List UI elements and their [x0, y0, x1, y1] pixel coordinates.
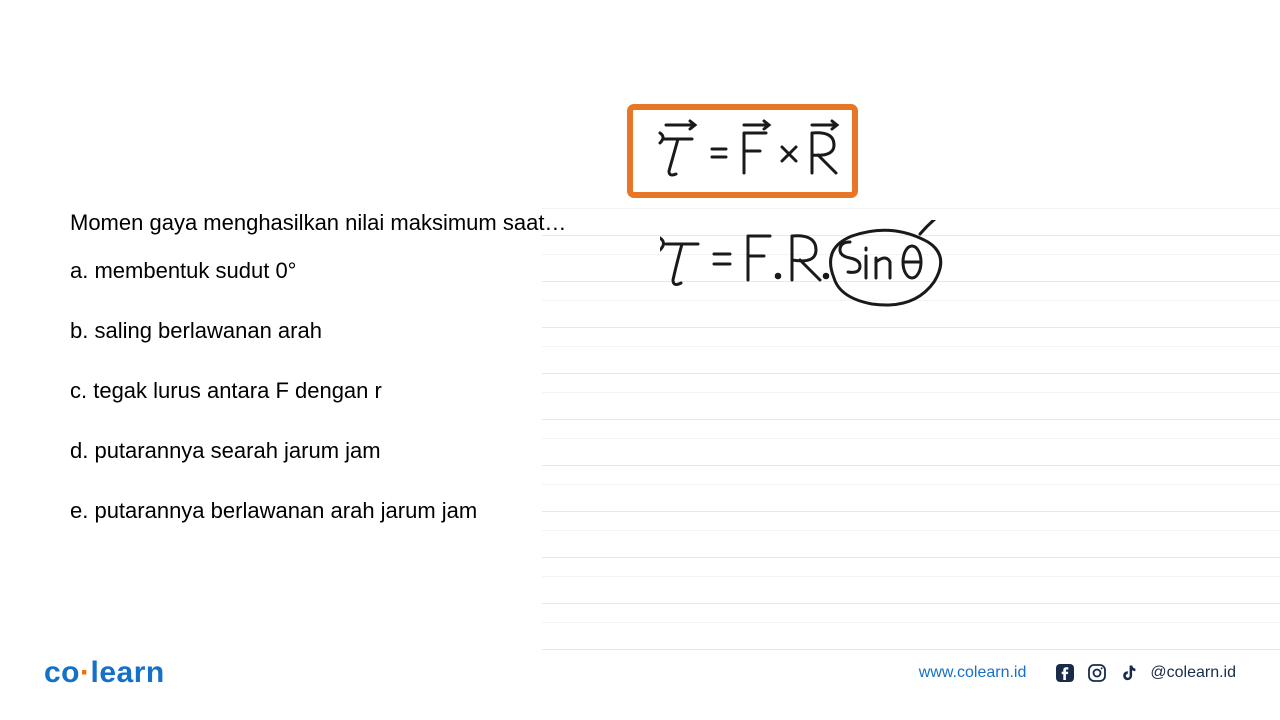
question-block: Momen gaya menghasilkan nilai maksimum s… — [70, 210, 590, 558]
option-a: a. membentuk sudut 0° — [70, 258, 590, 284]
formula-scalar-torque — [660, 220, 1000, 330]
facebook-icon — [1054, 662, 1076, 684]
tiktok-icon — [1118, 662, 1140, 684]
footer: co·learn www.colearn.id @colearn.id — [0, 656, 1280, 690]
option-c: c. tegak lurus antara F dengan r — [70, 378, 590, 404]
option-e: e. putarannya berlawanan arah jarum jam — [70, 498, 590, 524]
social-icons: @colearn.id — [1054, 662, 1236, 684]
option-b: b. saling berlawanan arah — [70, 318, 590, 344]
formula-box-torque — [626, 103, 866, 203]
social-handle: @colearn.id — [1150, 664, 1236, 682]
option-d: d. putarannya searah jarum jam — [70, 438, 590, 464]
brand-logo: co·learn — [44, 656, 165, 690]
logo-text-co: co — [44, 656, 80, 689]
instagram-icon — [1086, 662, 1108, 684]
logo-text-dot: · — [80, 656, 91, 689]
brand-url: www.colearn.id — [919, 664, 1027, 682]
logo-text-learn: learn — [91, 656, 165, 689]
question-stem: Momen gaya menghasilkan nilai maksimum s… — [70, 210, 590, 236]
